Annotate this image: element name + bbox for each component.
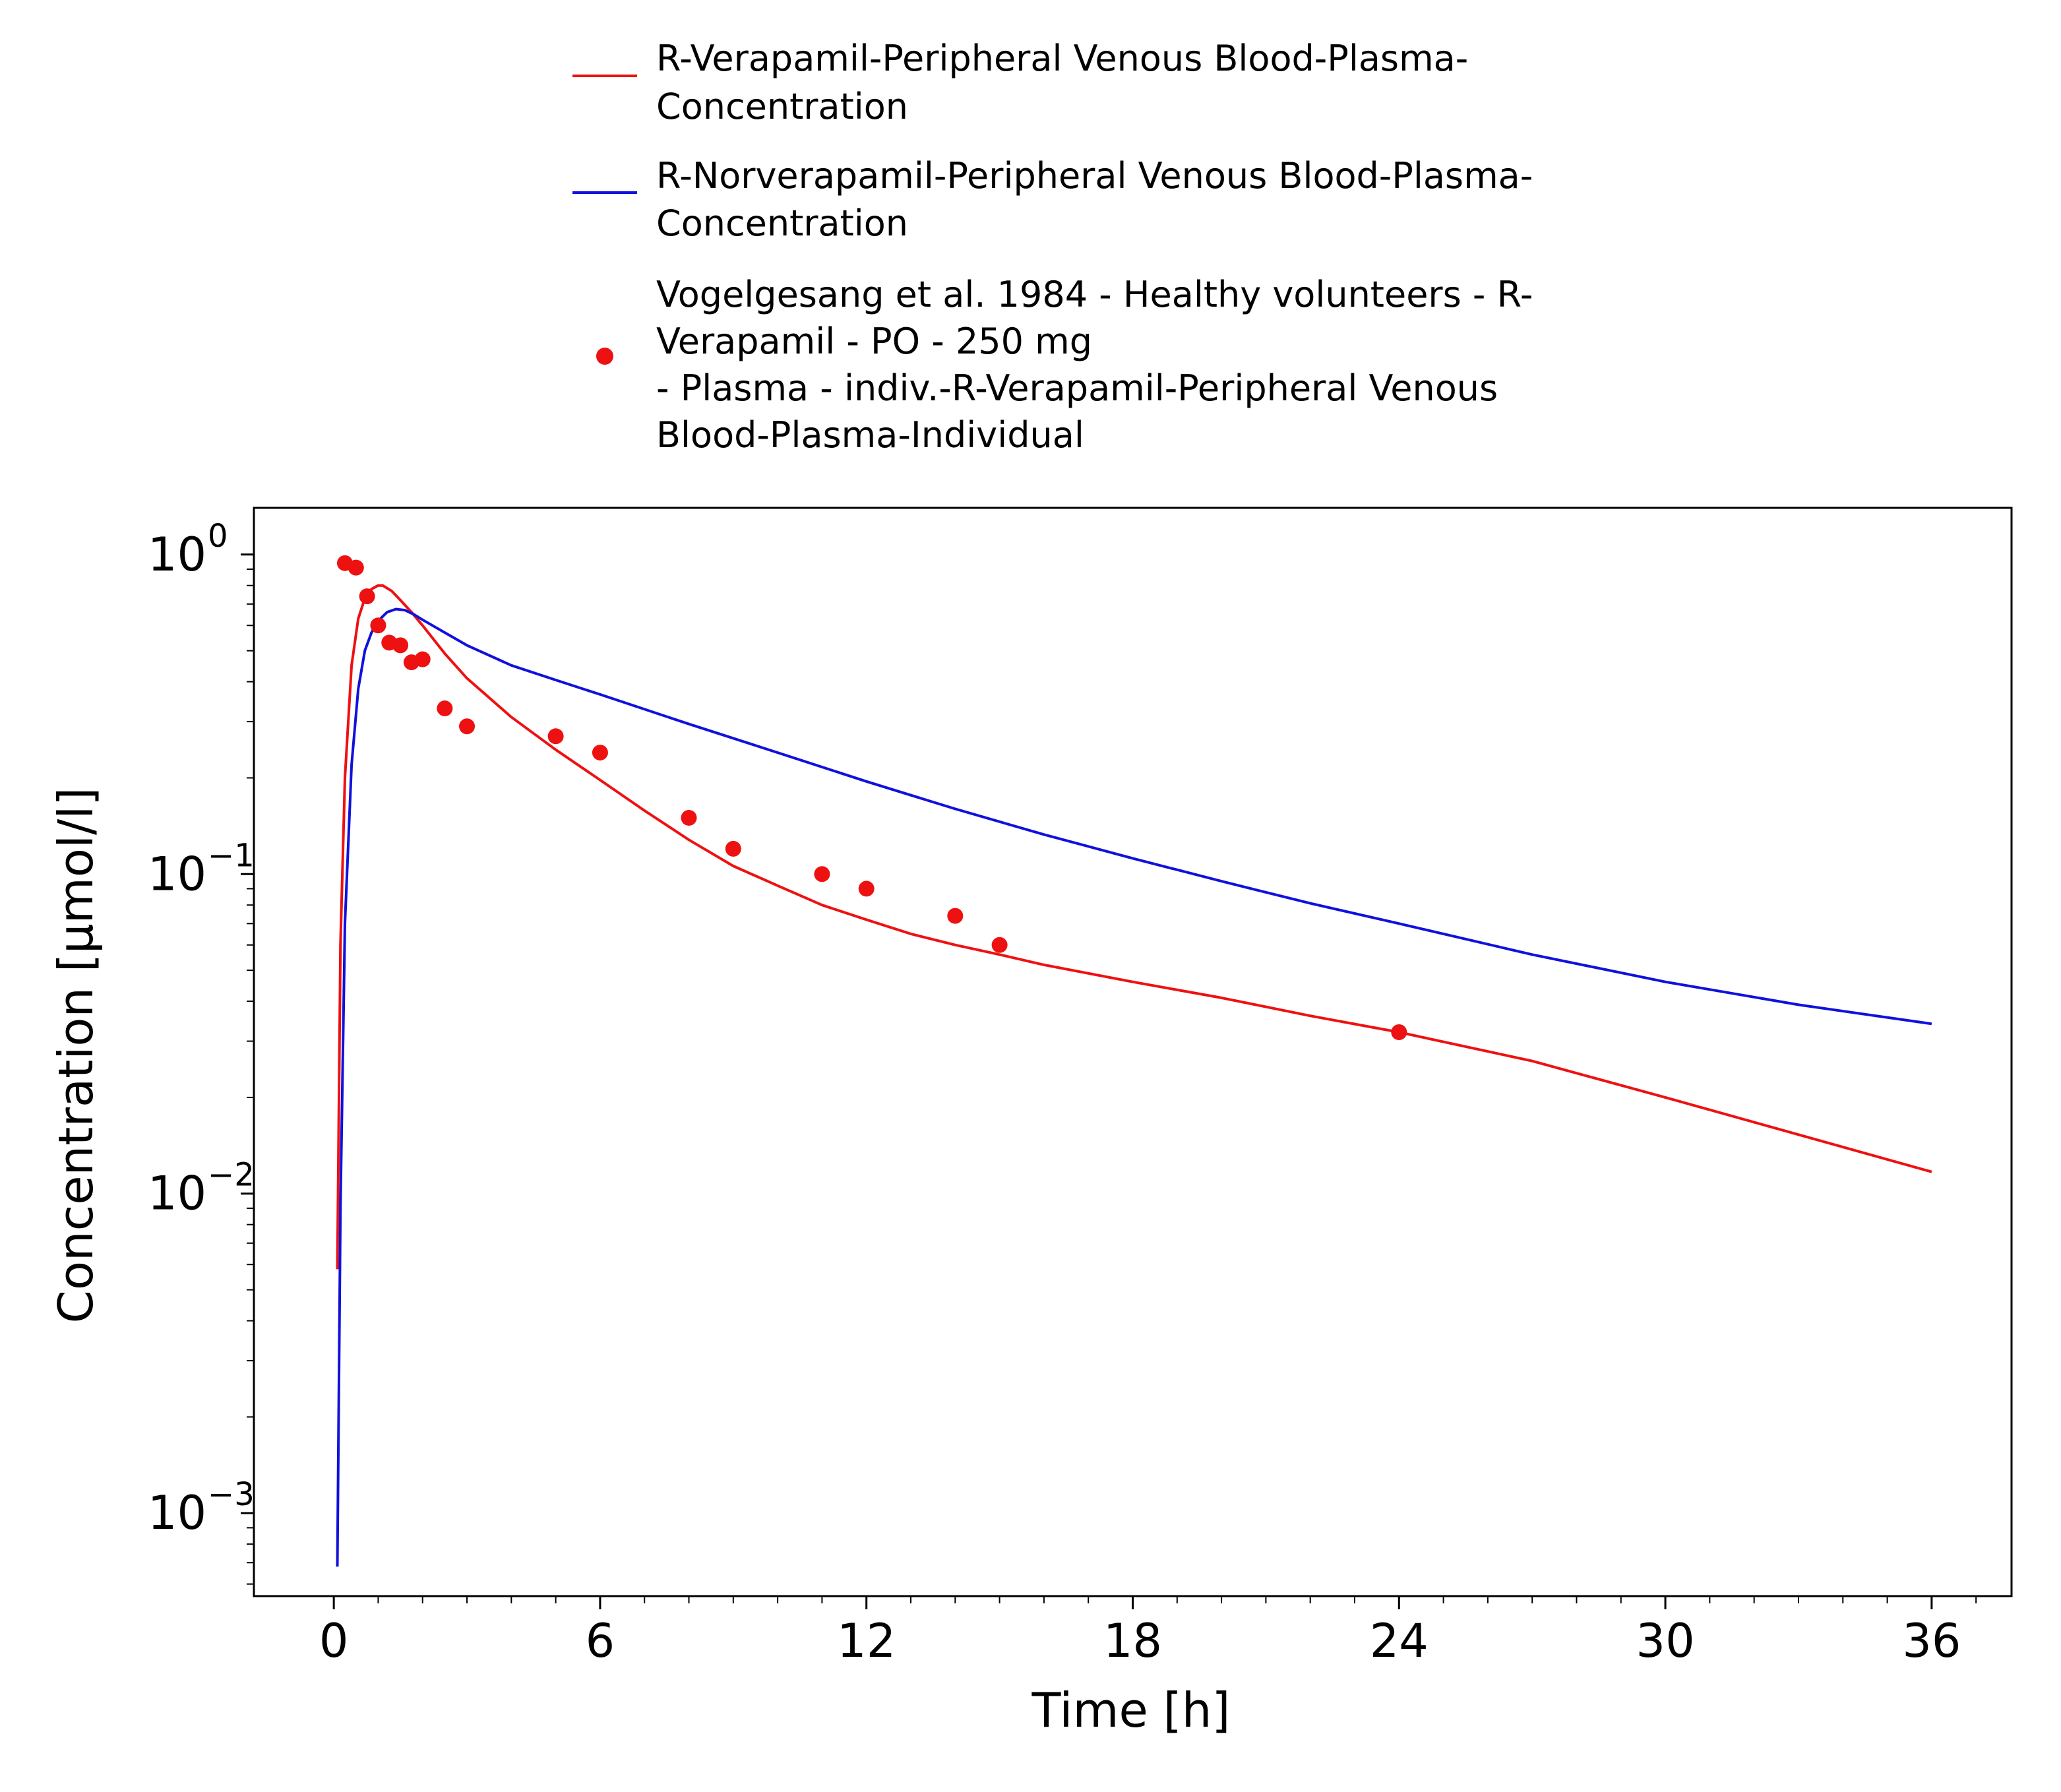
x-tick-label: 0 bbox=[319, 1614, 349, 1668]
y-tick-label: 10 bbox=[148, 528, 206, 582]
legend-label-r-verapamil-line2: Concentration bbox=[656, 86, 908, 127]
legend-item-observed: Vogelgesang et al. 1984 - Healthy volunt… bbox=[596, 274, 1533, 456]
legend-label-r-norverapamil-line2: Concentration bbox=[656, 202, 908, 244]
legend: R-Verapamil-Peripheral Venous Blood-Plas… bbox=[572, 38, 1533, 456]
legend-label-observed-line4: Blood-Plasma-Individual bbox=[656, 414, 1084, 456]
data-point bbox=[459, 718, 476, 735]
data-point bbox=[681, 809, 697, 826]
data-point bbox=[814, 866, 830, 882]
data-point bbox=[725, 840, 741, 857]
legend-item-r-verapamil: R-Verapamil-Peripheral Venous Blood-Plas… bbox=[572, 38, 1468, 127]
data-point bbox=[414, 651, 431, 667]
data-point bbox=[437, 700, 453, 717]
data-point bbox=[392, 637, 409, 654]
x-tick-label: 30 bbox=[1636, 1614, 1695, 1668]
data-point bbox=[1391, 1024, 1407, 1041]
legend-label-observed-line2: Verapamil - PO - 250 mg bbox=[656, 321, 1092, 362]
x-tick-label: 24 bbox=[1370, 1614, 1429, 1668]
data-point bbox=[991, 937, 1008, 953]
legend-item-r-norverapamil: R-Norverapamil-Peripheral Venous Blood-P… bbox=[572, 155, 1533, 244]
y-tick-exponent: 0 bbox=[208, 518, 228, 555]
x-tick-label: 18 bbox=[1103, 1614, 1162, 1668]
y-tick-exponent: −1 bbox=[208, 837, 255, 874]
y-tick-exponent: −2 bbox=[208, 1157, 255, 1194]
legend-label-r-norverapamil-line1: R-Norverapamil-Peripheral Venous Blood-P… bbox=[656, 155, 1533, 197]
data-point bbox=[947, 908, 964, 924]
x-axis-title: Time [h] bbox=[1031, 1683, 1231, 1738]
y-tick-label: 10 bbox=[148, 847, 206, 901]
data-point bbox=[592, 745, 608, 761]
series-layer bbox=[336, 555, 1932, 1567]
x-tick-label: 36 bbox=[1902, 1614, 1961, 1668]
x-tick-label: 6 bbox=[586, 1614, 615, 1668]
legend-label-observed-line3: - Plasma - indiv.-R-Verapamil-Peripheral… bbox=[656, 367, 1498, 409]
y-tick-exponent: −3 bbox=[208, 1476, 255, 1513]
data-point bbox=[547, 728, 564, 745]
y-tick-label: 10 bbox=[148, 1486, 206, 1540]
legend-label-r-verapamil-line1: R-Verapamil-Peripheral Venous Blood-Plas… bbox=[656, 38, 1468, 79]
data-point bbox=[359, 588, 375, 605]
x-axis: 0 6 12 18 24 30 36 bbox=[319, 1596, 1977, 1668]
legend-label-observed-line1: Vogelgesang et al. 1984 - Healthy volunt… bbox=[656, 274, 1533, 315]
y-tick-label: 10 bbox=[148, 1167, 206, 1221]
x-tick-label: 12 bbox=[837, 1614, 896, 1668]
data-point bbox=[370, 617, 386, 634]
data-point bbox=[858, 881, 875, 897]
series-line-1 bbox=[336, 607, 1932, 1567]
data-point bbox=[348, 559, 364, 576]
y-axis-title: Concentration [µmol/l] bbox=[48, 788, 104, 1324]
legend-marker-observed bbox=[596, 348, 613, 365]
